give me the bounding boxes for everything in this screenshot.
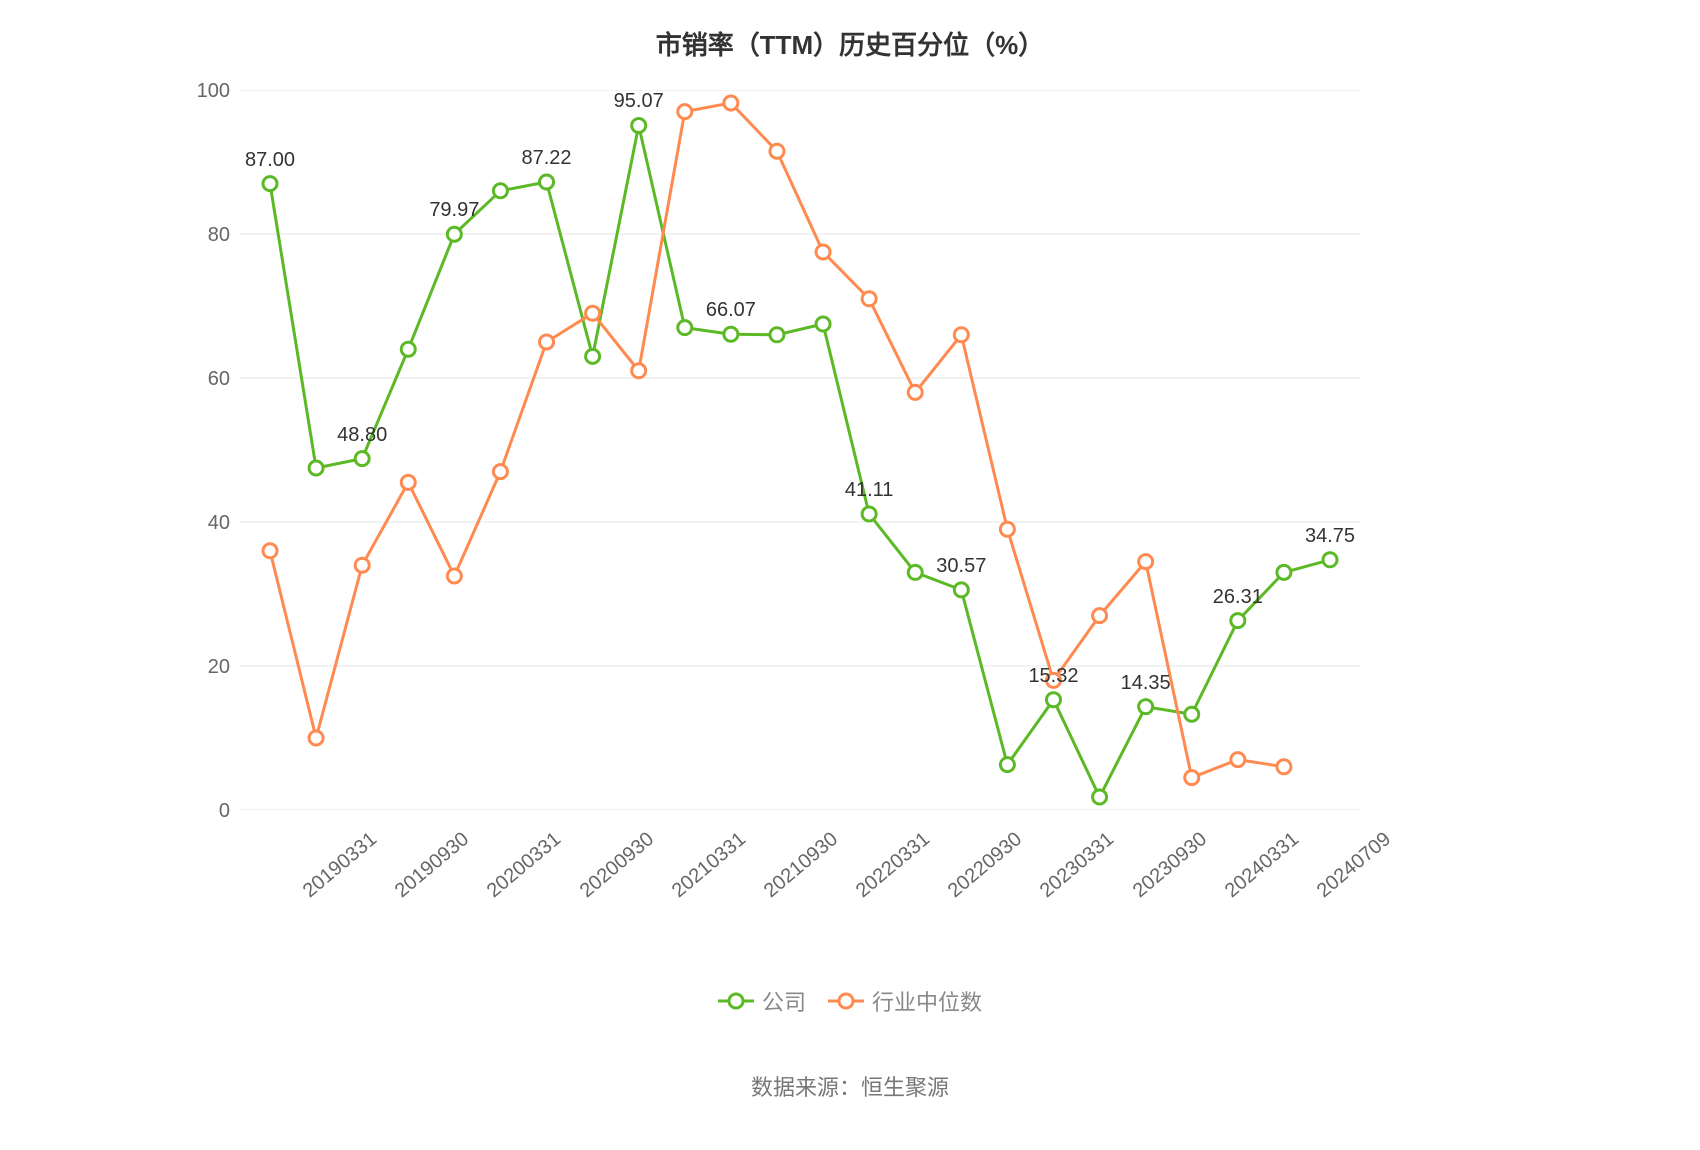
legend: 公司 行业中位数 xyxy=(0,985,1700,1017)
plot-area: 0204060801002019033120190930202003312020… xyxy=(240,90,1360,810)
y-tick-label: 100 xyxy=(185,80,230,103)
data-point-label: 48.80 xyxy=(337,424,387,447)
y-tick-label: 20 xyxy=(185,656,230,679)
data-point-label: 87.00 xyxy=(245,149,295,172)
legend-marker-icon xyxy=(828,991,864,1011)
data-point-label: 14.35 xyxy=(1121,672,1171,695)
data-point-label: 34.75 xyxy=(1305,525,1355,548)
data-point-label: 87.22 xyxy=(521,147,571,170)
x-tick-label: 20200930 xyxy=(575,828,658,903)
chart-title: 市销率（TTM）历史百分位（%） xyxy=(0,25,1700,62)
data-source-footer: 数据来源：恒生聚源 xyxy=(0,1070,1700,1102)
chart-container: 市销率（TTM）历史百分位（%） 02040608010020190331201… xyxy=(0,0,1700,1150)
y-tick-label: 80 xyxy=(185,224,230,247)
y-tick-label: 0 xyxy=(185,800,230,823)
legend-item[interactable]: 行业中位数 xyxy=(828,985,982,1017)
x-tick-label: 20240331 xyxy=(1221,828,1304,903)
x-tick-label: 20230930 xyxy=(1128,828,1211,903)
x-tick-label: 20190331 xyxy=(299,828,382,903)
legend-marker-icon xyxy=(718,991,754,1011)
x-tick-label: 20200331 xyxy=(483,828,566,903)
y-tick-label: 40 xyxy=(185,512,230,535)
x-tick-label: 20230331 xyxy=(1036,828,1119,903)
chart-svg xyxy=(240,90,1360,810)
x-tick-label: 20190930 xyxy=(391,828,474,903)
x-tick-label: 20210331 xyxy=(668,828,751,903)
x-tick-label: 20210930 xyxy=(760,828,843,903)
data-point-label: 30.57 xyxy=(936,555,986,578)
x-tick-label: 20220331 xyxy=(852,828,935,903)
data-point-label: 41.11 xyxy=(845,479,894,502)
data-point-label: 95.07 xyxy=(614,90,664,113)
data-point-label: 15.32 xyxy=(1028,665,1078,688)
x-tick-label: 20220930 xyxy=(944,828,1027,903)
legend-label: 行业中位数 xyxy=(872,985,982,1017)
data-point-label: 79.97 xyxy=(429,199,479,222)
data-point-label: 26.31 xyxy=(1213,586,1263,609)
x-tick-label: 20240709 xyxy=(1313,828,1396,903)
legend-item[interactable]: 公司 xyxy=(718,985,806,1017)
legend-label: 公司 xyxy=(762,985,806,1017)
data-point-label: 66.07 xyxy=(706,299,756,322)
y-tick-label: 60 xyxy=(185,368,230,391)
